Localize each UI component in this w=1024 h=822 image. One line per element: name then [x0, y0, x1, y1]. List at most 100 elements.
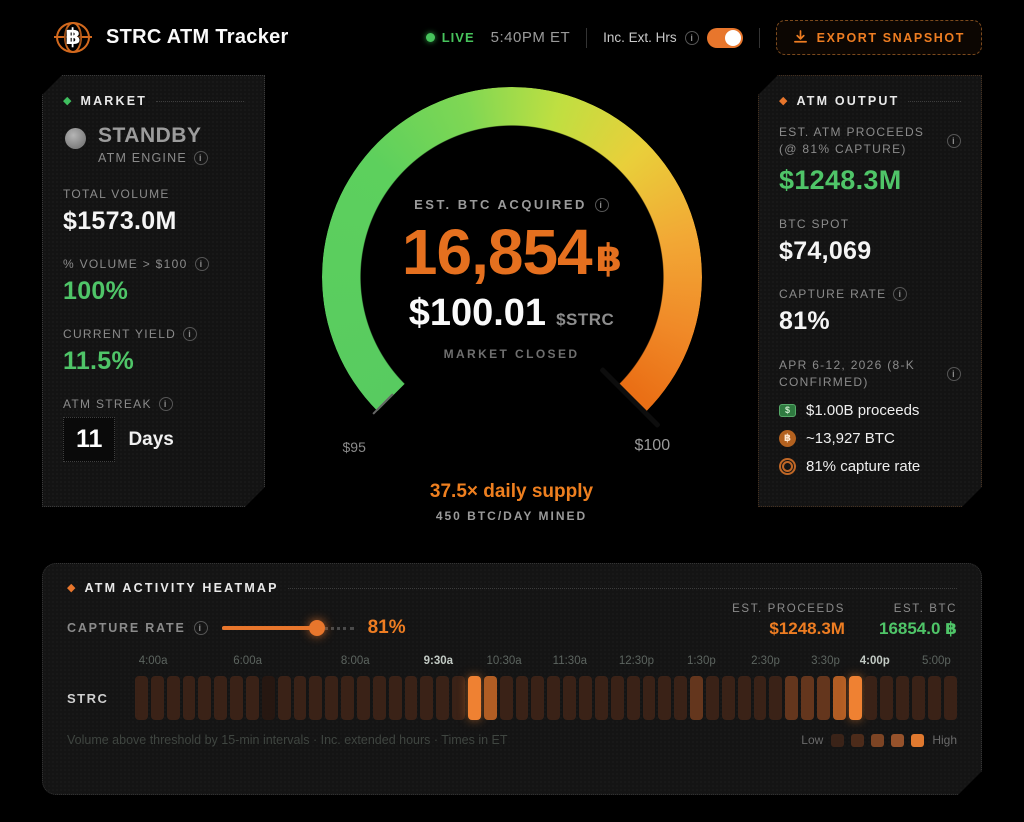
heatmap-footnote: Volume above threshold by 15-min interva…: [67, 733, 508, 747]
heatmap-cell[interactable]: [944, 676, 957, 720]
info-icon[interactable]: i: [194, 151, 208, 165]
heatmap-cell[interactable]: [817, 676, 830, 720]
engine-status-label: ATM ENGINE: [98, 151, 187, 165]
info-icon[interactable]: i: [194, 621, 208, 635]
heatmap-cell[interactable]: [246, 676, 259, 720]
btc-spot-metric: BTC SPOT $74,069: [779, 217, 961, 266]
capture-rate-slider-label: CAPTURE RATE: [67, 621, 186, 635]
heatmap-cell[interactable]: [500, 676, 513, 720]
heatmap-cell[interactable]: [849, 676, 862, 720]
heatmap-cell[interactable]: [167, 676, 180, 720]
info-icon[interactable]: i: [159, 397, 173, 411]
info-icon[interactable]: i: [183, 327, 197, 341]
brand: ฿ STRC ATM Tracker: [54, 21, 289, 55]
legend-swatch: [891, 734, 904, 747]
heatmap-cell[interactable]: [769, 676, 782, 720]
diamond-icon: ◆: [63, 94, 72, 107]
heatmap-cell[interactable]: [722, 676, 735, 720]
time-tick-label: 4:00a: [138, 655, 168, 667]
heatmap-cell[interactable]: [262, 676, 275, 720]
clock-time: 5:40PM ET: [490, 29, 571, 46]
heatmap-cell[interactable]: [151, 676, 164, 720]
capture-rate-slider[interactable]: [222, 621, 354, 635]
heatmap-cell[interactable]: [452, 676, 465, 720]
heatmap-cell[interactable]: [674, 676, 687, 720]
gauge-min-label: $95: [342, 439, 366, 455]
heatmap-cell[interactable]: [801, 676, 814, 720]
heatmap-cell[interactable]: [405, 676, 418, 720]
heatmap-time-axis: 4:00a 6:00a 8:00a 9:30a 10:30a 11:30a 12:30p 1:…: [135, 655, 957, 670]
time-tick-label: 2:30p: [751, 655, 780, 667]
info-icon[interactable]: i: [594, 197, 609, 212]
divider: [758, 27, 760, 48]
heatmap-cell[interactable]: [880, 676, 893, 720]
heatmap-cell[interactable]: [706, 676, 719, 720]
ticker-label: $STRC: [556, 310, 615, 329]
capture-slider-knob[interactable]: [309, 620, 325, 636]
heatmap-cell[interactable]: [833, 676, 846, 720]
heatmap-cell[interactable]: [468, 676, 481, 720]
info-icon[interactable]: i: [893, 287, 907, 301]
money-icon: $: [779, 404, 796, 417]
info-icon[interactable]: i: [947, 367, 961, 381]
heatmap-cell[interactable]: [531, 676, 544, 720]
heatmap-cell[interactable]: [278, 676, 291, 720]
heatmap-cell[interactable]: [325, 676, 338, 720]
heatmap-cell[interactable]: [912, 676, 925, 720]
legend-swatch: [831, 734, 844, 747]
heatmap-cell[interactable]: [579, 676, 592, 720]
heatmap-cell[interactable]: [373, 676, 386, 720]
heatmap-cell[interactable]: [643, 676, 656, 720]
total-volume-metric: TOTAL VOLUME $1573.0M: [63, 187, 244, 236]
heatmap-cell[interactable]: [357, 676, 370, 720]
info-icon[interactable]: i: [947, 134, 961, 148]
heatmap-cell[interactable]: [436, 676, 449, 720]
capture-slider-fill: [222, 626, 317, 630]
heatmap-cell[interactable]: [183, 676, 196, 720]
heatmap-cell[interactable]: [690, 676, 703, 720]
heatmap-cell[interactable]: [865, 676, 878, 720]
engine-status-value: STANDBY: [98, 124, 202, 147]
export-snapshot-button[interactable]: EXPORT SNAPSHOT: [775, 20, 982, 55]
heatmap-legend: Low High: [801, 733, 957, 747]
legend-swatch: [911, 734, 924, 747]
current-yield-value: 11.5%: [63, 347, 135, 375]
heatmap-cell[interactable]: [389, 676, 402, 720]
heatmap-cell[interactable]: [611, 676, 624, 720]
heatmap-cell[interactable]: [309, 676, 322, 720]
info-icon[interactable]: i: [684, 30, 699, 45]
heatmap-cell[interactable]: [896, 676, 909, 720]
current-yield-metric: CURRENT YIELD i 11.5%: [63, 327, 244, 376]
heatmap-cell[interactable]: [214, 676, 227, 720]
heatmap-cell[interactable]: [230, 676, 243, 720]
heatmap-cell[interactable]: [341, 676, 354, 720]
heatmap-cell[interactable]: [547, 676, 560, 720]
ext-hours-toggle[interactable]: [706, 27, 743, 48]
live-dot-icon: [425, 33, 435, 42]
heatmap-cell[interactable]: [484, 676, 497, 720]
heatmap-cell[interactable]: [198, 676, 211, 720]
time-tick-label: 11:30a: [552, 655, 587, 667]
heatmap-cell[interactable]: [785, 676, 798, 720]
atm-engine-status: STANDBY ATM ENGINE i: [65, 124, 244, 165]
heatmap-cell[interactable]: [516, 676, 529, 720]
heatmap-cell[interactable]: [928, 676, 941, 720]
download-icon: [793, 30, 807, 43]
heatmap-cell[interactable]: [595, 676, 608, 720]
heatmap-cell[interactable]: [420, 676, 433, 720]
heatmap-cell[interactable]: [135, 676, 148, 720]
heatmap-cell[interactable]: [658, 676, 671, 720]
diamond-icon: ◆: [67, 581, 76, 594]
btc-gauge: EST. BTC ACQUIRED i 16,854 ฿ $100.01 $ST…: [265, 75, 758, 535]
heatmap-cell[interactable]: [563, 676, 576, 720]
capture-rate-value: 81%: [779, 306, 830, 335]
heatmap-cell[interactable]: [627, 676, 640, 720]
heatmap-cell[interactable]: [738, 676, 751, 720]
time-tick-label: 3:30p: [811, 655, 840, 667]
atm-output-section-title: ATM OUTPUT: [796, 94, 900, 108]
heatmap-row-label: STRC: [67, 690, 109, 706]
atm-output-panel: ◆ ATM OUTPUT EST. ATM PROCEEDS (@ 81% CA…: [758, 75, 982, 507]
heatmap-cell[interactable]: [754, 676, 767, 720]
heatmap-cell[interactable]: [294, 676, 307, 720]
info-icon[interactable]: i: [195, 257, 209, 271]
